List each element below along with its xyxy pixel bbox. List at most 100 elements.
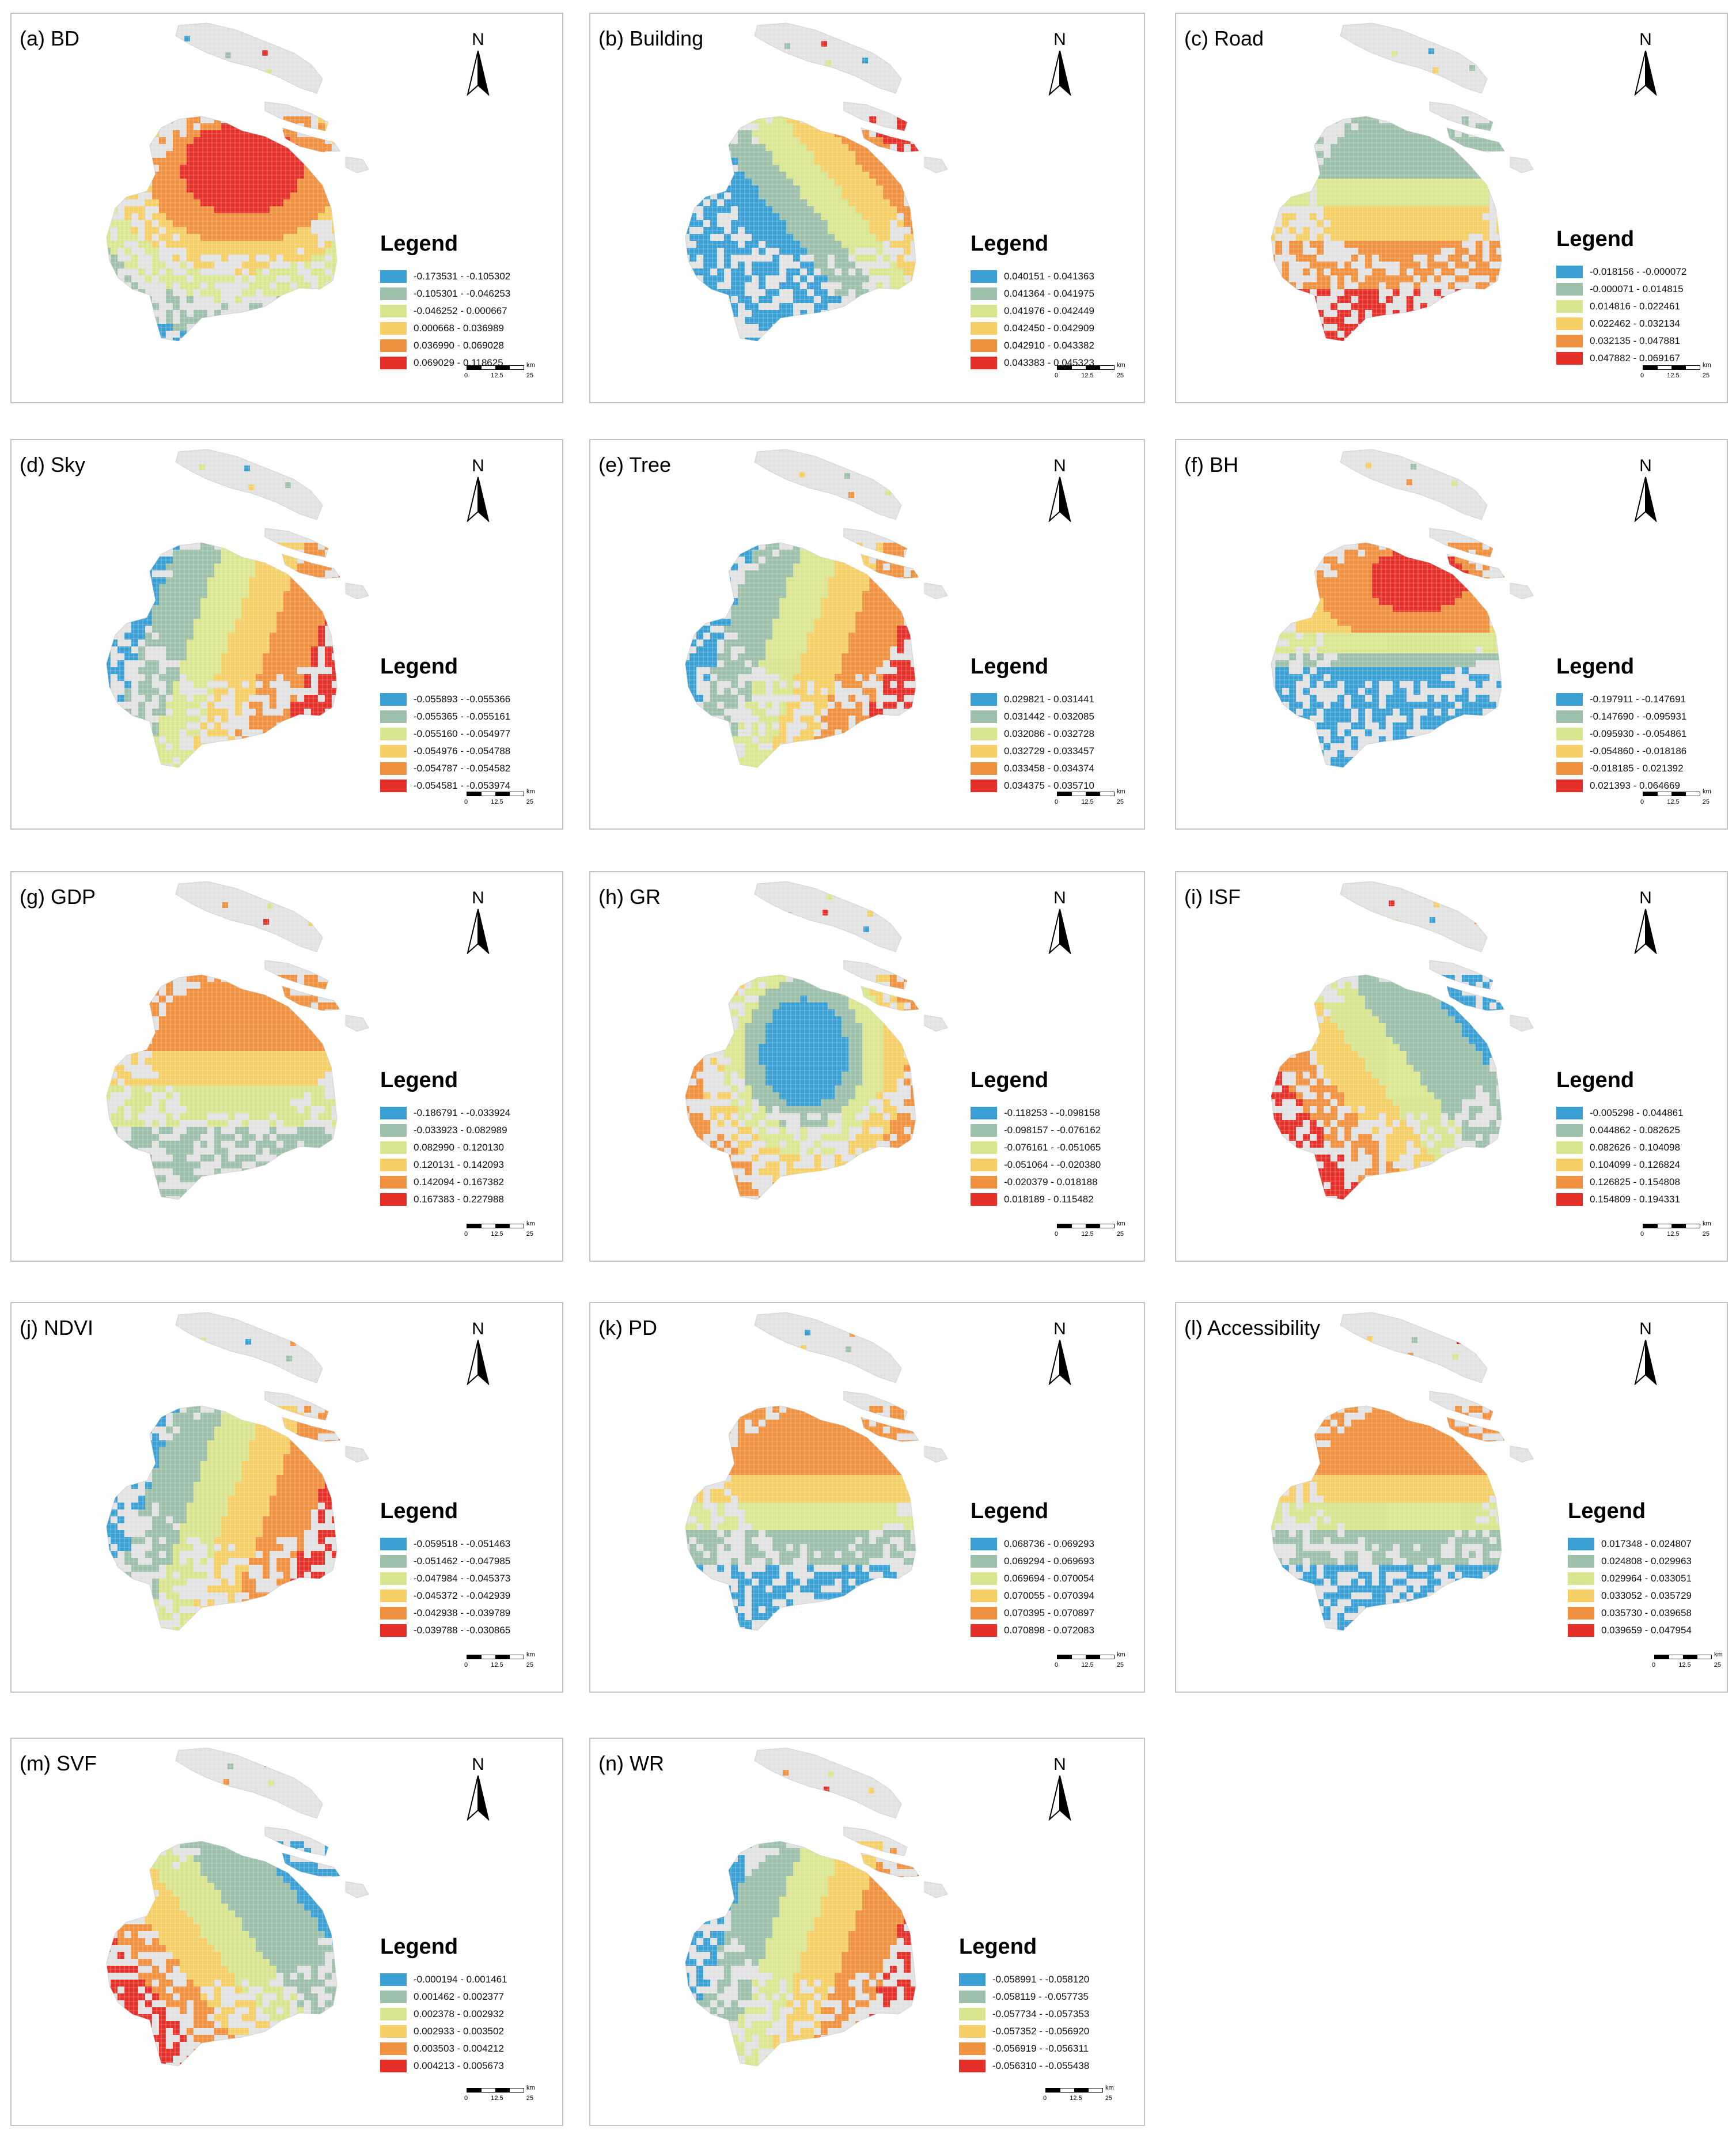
legend-entry: 0.029964 - 0.033051 [1568, 1570, 1692, 1587]
legend-range-label: 0.033458 - 0.034374 [1004, 763, 1094, 774]
scale-tick-label: 25 [1116, 1231, 1124, 1238]
legend-range-label: 0.033052 - 0.035729 [1601, 1590, 1692, 1601]
legend-range-label: -0.057734 - -0.057353 [992, 2008, 1090, 2019]
scale-bar: km 0 12.5 25 [464, 1651, 535, 1674]
legend-entry: 0.069294 - 0.069693 [971, 1553, 1094, 1570]
legend-entry: -0.047984 - -0.045373 [380, 1570, 510, 1587]
legend-entry: 0.042910 - 0.043382 [971, 337, 1094, 354]
scale-tick-label: 12.5 [1070, 2095, 1082, 2102]
legend-swatch [971, 780, 997, 792]
north-arrow: N [1628, 1319, 1663, 1388]
legend-range-label: 0.001462 - 0.002377 [414, 1991, 504, 2002]
legend-swatch [971, 1572, 997, 1585]
scale-bar: km 0 12.5 25 [1640, 362, 1711, 385]
legend-swatch [380, 2008, 407, 2021]
legend: Legend 0.029821 - 0.031441 0.031442 - 0.03… [971, 654, 1094, 794]
legend-entry: 0.039659 - 0.047954 [1568, 1622, 1692, 1639]
map-panel: (n) WR N Legend -0.058991 - -0.058120 -0.058… [589, 1738, 1145, 2126]
legend-entry: 0.002933 - 0.003502 [380, 2023, 507, 2040]
legend-range-label: 0.041364 - 0.041975 [1004, 288, 1094, 299]
legend-swatch [1556, 693, 1583, 706]
north-label: N [472, 1755, 484, 1774]
legend-swatch [380, 693, 407, 706]
north-arrow-icon [1048, 50, 1071, 96]
legend-swatch [380, 710, 407, 723]
legend-range-label: 0.082990 - 0.120130 [414, 1142, 504, 1153]
legend-swatch [1568, 1607, 1594, 1620]
legend-entry: 0.033458 - 0.034374 [971, 760, 1094, 777]
legend-range-label: 0.069694 - 0.070054 [1004, 1573, 1094, 1584]
legend-swatch [971, 1607, 997, 1620]
legend-swatch [380, 1538, 407, 1550]
legend-range-label: 0.082626 - 0.104098 [1590, 1142, 1680, 1153]
legend-entry: -0.020379 - 0.018188 [971, 1174, 1101, 1191]
legend-swatch [380, 1159, 407, 1171]
choropleth-map [685, 449, 948, 768]
scale-unit: km [526, 362, 535, 369]
map-panel: (b) Building N Legend 0.040151 - 0.041363 0.… [589, 13, 1145, 403]
legend-entry: 0.021393 - 0.064669 [1556, 777, 1686, 794]
north-arrow-icon [1634, 1340, 1657, 1386]
map-panel: (c) Road N Legend -0.018156 - -0.000072 -0.0… [1175, 13, 1728, 403]
map-panel: (g) GDP N Legend -0.186791 - -0.033924 -0.03… [10, 871, 563, 1262]
north-arrow-icon [467, 909, 490, 955]
north-arrow-icon [467, 50, 490, 96]
legend-range-label: 0.070898 - 0.072083 [1004, 1625, 1094, 1636]
legend-entry: -0.018185 - 0.021392 [1556, 760, 1686, 777]
legend: Legend 0.040151 - 0.041363 0.041364 - 0.04… [971, 232, 1094, 372]
legend-range-label: 0.002378 - 0.002932 [414, 2008, 504, 2019]
legend-swatch [1556, 352, 1583, 365]
choropleth-map [685, 22, 948, 342]
north-label: N [1639, 1319, 1652, 1338]
north-arrow: N [461, 1755, 495, 1823]
choropleth-cells [1271, 1336, 1510, 1630]
legend-swatch [380, 357, 407, 369]
scale-tick-label: 0 [1640, 372, 1644, 379]
panel-title: (h) GR [598, 885, 661, 909]
legend-swatch [971, 1590, 997, 1602]
legend-range-label: 0.126825 - 0.154808 [1590, 1176, 1680, 1187]
legend-range-label: 0.039659 - 0.047954 [1601, 1625, 1692, 1636]
legend-range-label: 0.003503 - 0.004212 [414, 2043, 504, 2054]
north-arrow-icon [467, 1775, 490, 1821]
scale-tick-label: 0 [1043, 2095, 1047, 2102]
legend-range-label: -0.000071 - 0.014815 [1590, 283, 1684, 294]
legend-entry: -0.051462 - -0.047985 [380, 1553, 510, 1570]
scale-tick-label: 25 [1702, 1231, 1710, 1238]
north-arrow-icon [1634, 476, 1657, 523]
legend-entry: -0.051064 - -0.020380 [971, 1156, 1101, 1174]
scale-tick-label: 25 [1702, 372, 1710, 379]
legend-range-label: 0.142094 - 0.167382 [414, 1176, 504, 1187]
map-panel: (j) NDVI N Legend -0.059518 - -0.051463 -0.0… [10, 1302, 563, 1693]
legend-entry: 0.029821 - 0.031441 [971, 691, 1094, 708]
legend-range-label: -0.055365 - -0.055161 [414, 711, 511, 722]
legend-range-label: 0.044862 - 0.082625 [1590, 1125, 1680, 1136]
choropleth-map [685, 1747, 948, 2067]
choropleth-map [685, 1312, 948, 1631]
north-label: N [1053, 456, 1066, 475]
north-arrow-icon [1634, 909, 1657, 955]
scale-tick-label: 0 [464, 1662, 468, 1668]
north-label: N [1053, 1755, 1066, 1774]
legend-swatch [971, 693, 997, 706]
legend-range-label: -0.173531 - -0.105302 [414, 271, 511, 282]
legend-swatch [971, 305, 997, 317]
legend-entry: 0.044862 - 0.082625 [1556, 1122, 1684, 1139]
legend-swatch [380, 1124, 407, 1137]
legend-range-label: 0.104099 - 0.126824 [1590, 1159, 1680, 1170]
map-panel: (h) GR N Legend -0.118253 - -0.098158 -0.098… [589, 871, 1145, 1262]
legend: Legend -0.018156 - -0.000072 -0.000071 - 0… [1556, 227, 1686, 367]
legend-swatch [380, 1572, 407, 1585]
legend-range-label: 0.167383 - 0.227988 [414, 1194, 504, 1205]
legend-entry: 0.070898 - 0.072083 [971, 1622, 1094, 1639]
legend-entry: -0.057734 - -0.057353 [959, 2006, 1089, 2023]
legend-entry: -0.000194 - 0.001461 [380, 1971, 507, 1988]
legend-swatch [1556, 317, 1583, 330]
scale-tick-label: 0 [1055, 372, 1059, 379]
legend-title: Legend [380, 654, 458, 679]
legend-swatch [380, 1991, 407, 2003]
legend-entry: 0.033052 - 0.035729 [1568, 1587, 1692, 1605]
scale-bar: km 0 12.5 25 [1055, 362, 1125, 385]
legend-swatch [1556, 283, 1583, 296]
north-arrow-icon [1048, 1775, 1071, 1821]
